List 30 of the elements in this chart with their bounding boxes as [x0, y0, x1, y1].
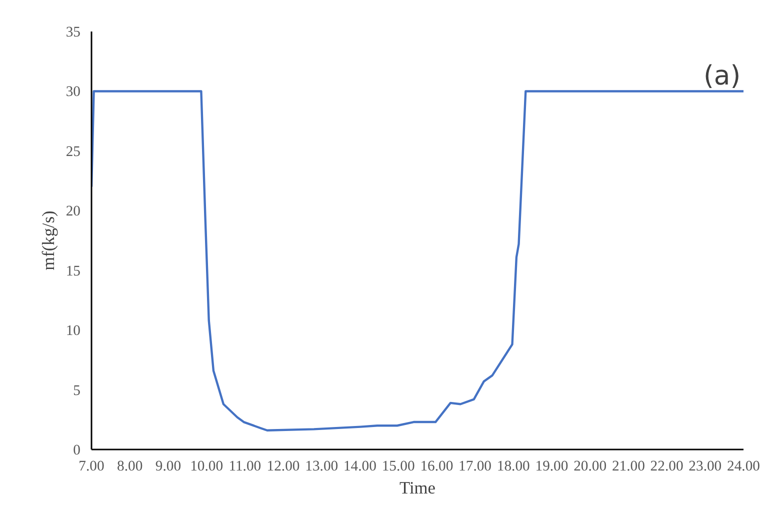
x-tick-label: 23.00 [688, 458, 722, 474]
x-tick-label: 12.00 [266, 458, 300, 474]
x-tick-label: 20.00 [574, 458, 607, 474]
y-tick-label: 35 [66, 24, 80, 40]
x-tick-label: 9.00 [155, 458, 182, 474]
y-tick-label: 15 [66, 263, 80, 280]
y-tick-label: 0 [73, 442, 80, 458]
x-tick-label: 10.00 [190, 458, 224, 474]
annotation: (a) [704, 60, 741, 92]
x-tick-label: 14.00 [343, 458, 376, 474]
x-tick-label: 16.00 [420, 458, 454, 474]
x-tick-label: 21.00 [612, 458, 645, 474]
x-tick-label: 19.00 [535, 458, 568, 474]
x-tick-label: 11.00 [228, 458, 262, 474]
y-tick-label: 10 [66, 323, 80, 340]
y-tick-label: 25 [66, 144, 80, 160]
x-tick-label: 8.00 [117, 458, 143, 474]
x-tick-label: 7.00 [78, 458, 104, 474]
x-tick-label: 13.00 [305, 458, 338, 474]
x-tick-label: 18.00 [496, 458, 530, 474]
y-tick-label: 30 [66, 84, 80, 100]
x-tick-label: 22.00 [650, 458, 684, 474]
x-tick-label: 17.00 [458, 458, 492, 474]
x-axis-title: Time [400, 478, 436, 498]
x-tick-label: 24.00 [727, 458, 760, 474]
y-axis-title: mf(kg/s) [38, 210, 58, 270]
x-tick-label: 15.00 [382, 458, 415, 474]
y-tick-label: 5 [73, 382, 80, 399]
y-tick-label: 20 [66, 204, 80, 220]
line-series [92, 90, 744, 432]
